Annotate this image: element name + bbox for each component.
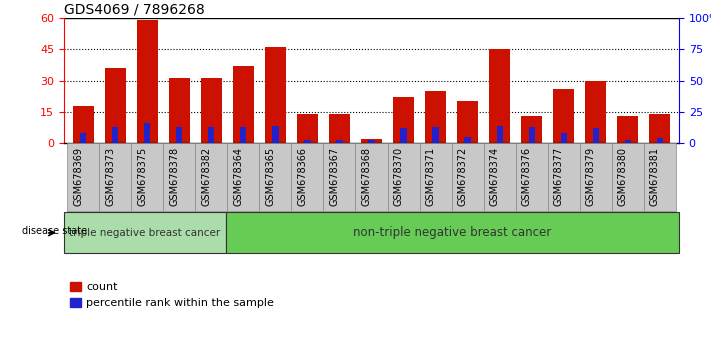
Text: GSM678374: GSM678374 xyxy=(490,147,500,206)
Text: GSM678379: GSM678379 xyxy=(586,147,596,206)
Bar xyxy=(137,20,158,143)
Text: non-triple negative breast cancer: non-triple negative breast cancer xyxy=(353,226,552,239)
Bar xyxy=(297,114,318,143)
Bar xyxy=(292,143,324,211)
Legend: count, percentile rank within the sample: count, percentile rank within the sample xyxy=(70,282,274,308)
Bar xyxy=(521,116,542,143)
Bar xyxy=(560,133,567,143)
Bar xyxy=(64,212,226,253)
Bar xyxy=(100,143,132,211)
Bar xyxy=(393,97,414,143)
Text: triple negative breast cancer: triple negative breast cancer xyxy=(69,228,220,238)
Bar xyxy=(68,143,100,211)
Bar xyxy=(617,116,638,143)
Text: disease state: disease state xyxy=(22,226,87,236)
Text: GSM678382: GSM678382 xyxy=(201,147,211,206)
Text: GSM678381: GSM678381 xyxy=(650,147,660,206)
Bar xyxy=(585,81,606,143)
Bar xyxy=(240,127,247,143)
Bar xyxy=(304,139,311,143)
Bar xyxy=(105,68,126,143)
Bar xyxy=(387,143,419,211)
Bar xyxy=(528,127,535,143)
Bar xyxy=(483,143,515,211)
Text: GSM678372: GSM678372 xyxy=(458,147,468,206)
Bar xyxy=(592,128,599,143)
Bar xyxy=(432,127,439,143)
Bar xyxy=(419,143,451,211)
Text: GSM678368: GSM678368 xyxy=(361,147,371,206)
Bar xyxy=(112,127,118,143)
Bar xyxy=(169,79,190,143)
Bar xyxy=(356,143,387,211)
Bar xyxy=(132,143,164,211)
Bar xyxy=(489,49,510,143)
Text: GDS4069 / 7896268: GDS4069 / 7896268 xyxy=(64,2,205,17)
Bar xyxy=(451,143,483,211)
Bar xyxy=(579,143,611,211)
Bar xyxy=(201,79,222,143)
Bar xyxy=(657,138,663,143)
Text: GSM678366: GSM678366 xyxy=(297,147,307,206)
Bar xyxy=(547,143,579,211)
Text: GSM678367: GSM678367 xyxy=(329,147,339,206)
Bar xyxy=(457,102,478,143)
Bar xyxy=(400,128,407,143)
Bar xyxy=(649,114,670,143)
Bar xyxy=(329,114,350,143)
Text: GSM678378: GSM678378 xyxy=(169,147,179,206)
Bar xyxy=(643,143,675,211)
Bar xyxy=(226,212,679,253)
Text: GSM678380: GSM678380 xyxy=(618,147,628,206)
Bar xyxy=(553,89,574,143)
Text: GSM678377: GSM678377 xyxy=(554,147,564,206)
Bar xyxy=(196,143,228,211)
Bar xyxy=(425,91,446,143)
Bar xyxy=(625,139,631,143)
Bar xyxy=(361,139,382,143)
Bar xyxy=(164,143,196,211)
Bar xyxy=(464,137,471,143)
Text: GSM678364: GSM678364 xyxy=(233,147,243,206)
Bar xyxy=(176,127,183,143)
Bar xyxy=(233,66,254,143)
Text: GSM678376: GSM678376 xyxy=(522,147,532,206)
Text: GSM678375: GSM678375 xyxy=(137,147,147,206)
Bar xyxy=(336,139,343,143)
Bar xyxy=(265,47,286,143)
Bar xyxy=(73,105,94,143)
Text: GSM678371: GSM678371 xyxy=(426,147,436,206)
Bar xyxy=(272,126,279,143)
Bar xyxy=(324,143,356,211)
Bar xyxy=(208,127,215,143)
Bar xyxy=(228,143,260,211)
Text: GSM678373: GSM678373 xyxy=(105,147,115,206)
Bar xyxy=(611,143,643,211)
Bar xyxy=(80,133,86,143)
Bar xyxy=(515,143,547,211)
Text: GSM678370: GSM678370 xyxy=(393,147,404,206)
Bar xyxy=(260,143,292,211)
Text: GSM678369: GSM678369 xyxy=(73,147,83,206)
Bar xyxy=(368,139,375,143)
Bar xyxy=(144,123,151,143)
Bar xyxy=(496,126,503,143)
Text: GSM678365: GSM678365 xyxy=(265,147,275,206)
